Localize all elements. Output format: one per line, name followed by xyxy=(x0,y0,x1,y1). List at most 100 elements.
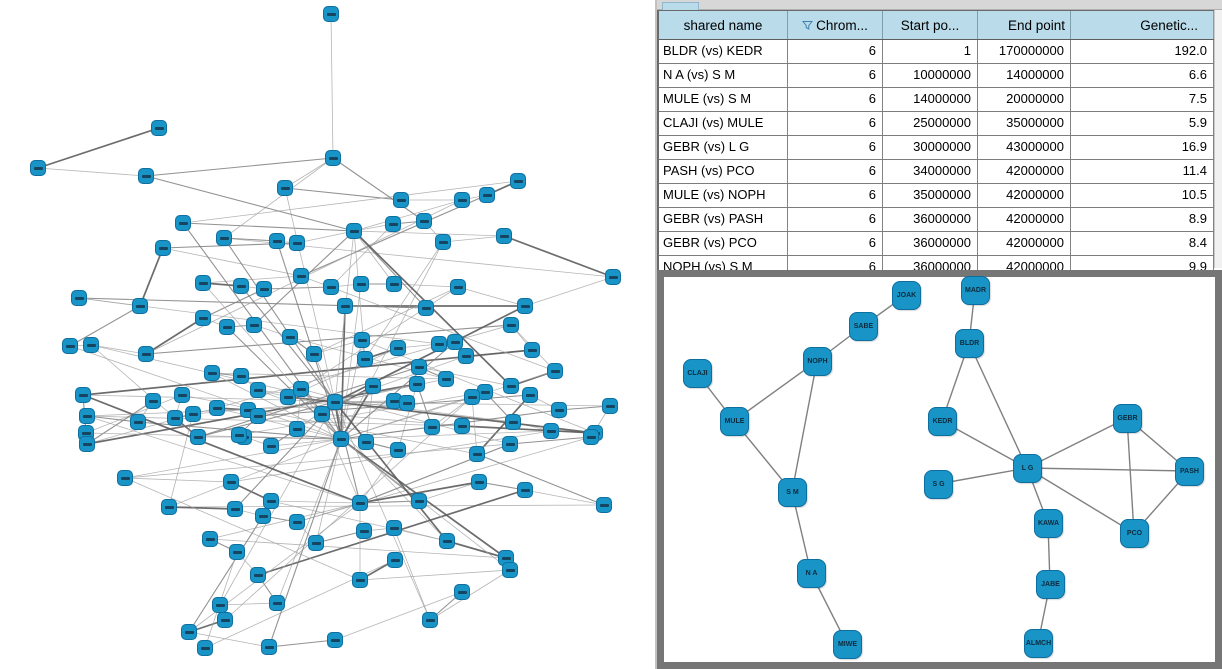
network-node[interactable] xyxy=(138,168,154,184)
network-node[interactable] xyxy=(246,317,262,333)
table-panel-tab[interactable] xyxy=(662,2,699,10)
table-cell[interactable]: 36000000 xyxy=(883,208,978,231)
filter-icon[interactable] xyxy=(802,20,814,31)
table-scrollbar-track[interactable] xyxy=(1214,10,1222,268)
network-node[interactable] xyxy=(399,395,415,411)
table-cell[interactable]: GEBR (vs) L G xyxy=(659,136,788,159)
table-cell[interactable]: 170000000 xyxy=(978,40,1071,63)
table-cell[interactable]: 10000000 xyxy=(883,64,978,87)
table-row[interactable]: MULE (vs) NOPH 6 35000000 42000000 10.5 xyxy=(659,184,1216,208)
network-node[interactable] xyxy=(256,281,272,297)
network-node[interactable] xyxy=(250,382,266,398)
network-node[interactable] xyxy=(323,279,339,295)
table-cell[interactable]: 8.9 xyxy=(1071,208,1214,231)
network-node[interactable] xyxy=(411,359,427,375)
network-node-noph[interactable]: NOPH xyxy=(803,347,832,376)
network-node[interactable] xyxy=(263,438,279,454)
table-cell[interactable]: 6 xyxy=(788,232,883,255)
network-node[interactable] xyxy=(469,446,485,462)
network-node[interactable] xyxy=(195,310,211,326)
network-node[interactable] xyxy=(365,378,381,394)
network-node[interactable] xyxy=(289,235,305,251)
table-row[interactable]: MULE (vs) S M 6 14000000 20000000 7.5 xyxy=(659,88,1216,112)
table-cell[interactable]: 25000000 xyxy=(883,112,978,135)
table-cell[interactable]: 6 xyxy=(788,256,883,279)
network-node[interactable] xyxy=(181,624,197,640)
table-row[interactable]: CLAJI (vs) MULE 6 25000000 35000000 5.9 xyxy=(659,112,1216,136)
network-node[interactable] xyxy=(551,402,567,418)
table-cell[interactable]: 16.9 xyxy=(1071,136,1214,159)
network-node[interactable] xyxy=(605,269,621,285)
network-node[interactable] xyxy=(269,233,285,249)
network-node[interactable] xyxy=(174,387,190,403)
network-node[interactable] xyxy=(185,406,201,422)
network-node[interactable] xyxy=(454,584,470,600)
network-node-s-m[interactable]: S M xyxy=(778,478,807,507)
network-node[interactable] xyxy=(216,230,232,246)
network-node[interactable] xyxy=(117,470,133,486)
network-node[interactable] xyxy=(583,429,599,445)
column-header-start-po-[interactable]: Start po... xyxy=(883,11,978,39)
network-node[interactable] xyxy=(385,216,401,232)
network-node[interactable] xyxy=(217,612,233,628)
network-node[interactable] xyxy=(386,520,402,536)
network-node[interactable] xyxy=(293,268,309,284)
network-node-kawa[interactable]: KAWA xyxy=(1034,509,1063,538)
network-node[interactable] xyxy=(409,376,425,392)
table-cell[interactable]: GEBR (vs) PCO xyxy=(659,232,788,255)
network-node[interactable] xyxy=(393,192,409,208)
network-node[interactable] xyxy=(547,363,563,379)
table-cell[interactable]: 6 xyxy=(788,136,883,159)
network-node[interactable] xyxy=(522,387,538,403)
network-node[interactable] xyxy=(422,612,438,628)
network-node-miwe[interactable]: MIWE xyxy=(833,630,862,659)
table-cell[interactable]: 36000000 xyxy=(883,232,978,255)
network-node[interactable] xyxy=(204,365,220,381)
table-cell[interactable]: MULE (vs) S M xyxy=(659,88,788,111)
table-cell[interactable]: 11.4 xyxy=(1071,160,1214,183)
column-header-shared-name[interactable]: shared name xyxy=(659,11,788,39)
network-node[interactable] xyxy=(62,338,78,354)
network-node[interactable] xyxy=(231,427,247,443)
network-node[interactable] xyxy=(357,351,373,367)
network-node[interactable] xyxy=(223,474,239,490)
table-cell[interactable]: 192.0 xyxy=(1071,40,1214,63)
network-node[interactable] xyxy=(233,368,249,384)
table-cell[interactable]: 43000000 xyxy=(978,136,1071,159)
network-node[interactable] xyxy=(353,276,369,292)
network-node[interactable] xyxy=(151,120,167,136)
table-cell[interactable]: 6 xyxy=(788,184,883,207)
network-node-jabe[interactable]: JABE xyxy=(1036,570,1065,599)
network-node[interactable] xyxy=(502,436,518,452)
network-node[interactable] xyxy=(416,213,432,229)
network-node[interactable] xyxy=(190,429,206,445)
network-node[interactable] xyxy=(83,337,99,353)
network-node-pash[interactable]: PASH xyxy=(1175,457,1204,486)
network-node[interactable] xyxy=(543,423,559,439)
network-node[interactable] xyxy=(327,632,343,648)
network-node[interactable] xyxy=(327,394,343,410)
network-node[interactable] xyxy=(212,597,228,613)
network-node[interactable] xyxy=(596,497,612,513)
table-cell[interactable]: PASH (vs) PCO xyxy=(659,160,788,183)
network-node[interactable] xyxy=(418,300,434,316)
network-node[interactable] xyxy=(306,346,322,362)
network-node[interactable] xyxy=(289,514,305,530)
table-cell[interactable]: 42000000 xyxy=(978,232,1071,255)
network-node[interactable] xyxy=(145,393,161,409)
network-node[interactable] xyxy=(167,410,183,426)
table-cell[interactable]: 5.9 xyxy=(1071,112,1214,135)
table-cell[interactable]: 6 xyxy=(788,88,883,111)
table-cell[interactable]: BLDR (vs) KEDR xyxy=(659,40,788,63)
network-node-mule[interactable]: MULE xyxy=(720,407,749,436)
network-node[interactable] xyxy=(161,499,177,515)
table-cell[interactable]: CLAJI (vs) MULE xyxy=(659,112,788,135)
network-node[interactable] xyxy=(325,150,341,166)
column-header-chrom-[interactable]: Chrom... xyxy=(788,11,883,39)
table-cell[interactable]: 8.4 xyxy=(1071,232,1214,255)
network-node[interactable] xyxy=(496,228,512,244)
network-node[interactable] xyxy=(352,495,368,511)
network-node[interactable] xyxy=(390,340,406,356)
table-cell[interactable]: 35000000 xyxy=(883,184,978,207)
network-node[interactable] xyxy=(71,290,87,306)
